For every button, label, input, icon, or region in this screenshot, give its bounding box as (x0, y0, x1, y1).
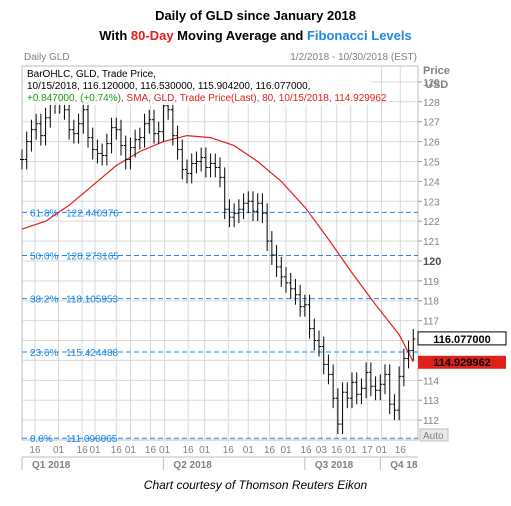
date-range-label: 1/2/2018 - 10/30/2018 (EST) (290, 52, 417, 63)
x-tick-label: 16 (331, 445, 343, 456)
fib-value-label: 115.424488 (66, 348, 119, 359)
info-box-background (24, 67, 372, 105)
fib-value-label: 111.090065 (66, 434, 118, 445)
subtitle-prefix: With (99, 28, 131, 43)
quarter-label: Q2 2018 (173, 460, 212, 471)
info-sma: , SMA, GLD, Trade Price(Last), 80, 10/15… (121, 93, 387, 104)
x-tick-label: 01 (243, 445, 255, 456)
fib-value-label: 118.105953 (66, 295, 119, 306)
subtitle-fibonacci: Fibonacci Levels (306, 28, 412, 43)
x-tick-label: 01 (90, 445, 102, 456)
fibonacci-levels: 61.8% 122.440376 50.0% 120.273165 38.2% 118.1… (22, 208, 418, 445)
x-tick-label: 16 (145, 445, 157, 456)
fib-value-label: 122.440376 (66, 208, 119, 219)
x-tick-label: 16 (77, 445, 89, 456)
quarter-label: Q3 2018 (315, 460, 354, 471)
currency-label: USD (425, 79, 448, 91)
y-tick-label: 125 (423, 157, 440, 168)
fib-percent-label: 0.0% (30, 434, 53, 445)
sma-line (21, 134, 414, 363)
x-tick-label: 01 (199, 445, 211, 456)
price-axis-title: Price (423, 65, 450, 77)
y-tick-label: 122 (423, 217, 440, 228)
sma-value: 114.929962 (433, 357, 491, 369)
sma-tag: 114.929962 (418, 355, 506, 369)
y-tick-label: 113 (423, 396, 439, 407)
x-tick-label: 16 (111, 445, 123, 456)
fib-percent-label: 61.8% (30, 208, 58, 219)
subtitle-moving-average: 80-Day (130, 28, 174, 43)
y-tick-label: 118 (423, 297, 439, 308)
y-tick-label: 117 (423, 317, 439, 328)
fib-percent-label: 50.0% (30, 252, 58, 263)
x-tick-label: 16 (223, 445, 235, 456)
y-tick-label: 112 (423, 416, 439, 427)
sma-layer (21, 134, 414, 363)
chart-subtitle: With 80-Day Moving Average and Fibonacci… (0, 28, 511, 43)
subtitle-middle: Moving Average and (173, 28, 307, 43)
x-tick-label: 01 (280, 445, 292, 456)
x-tick-label: 03 (316, 445, 328, 456)
auto-scale-button[interactable] (419, 428, 449, 442)
info-box: BarOHLC, GLD, Trade Price, 10/15/2018, 1… (24, 67, 387, 105)
sma-tag-background (418, 355, 506, 369)
info-line-1: BarOHLC, GLD, Trade Price, (27, 69, 156, 80)
fib-percent-label: 23.6% (30, 348, 58, 359)
y-tick-label: 114 (423, 376, 439, 387)
fib-percent-label: 38.2% (30, 295, 58, 306)
stock-chart[interactable]: 61.8% 122.440376 50.0% 120.273165 38.2% 118.1… (0, 46, 511, 474)
y-tick-label: 127 (423, 118, 440, 129)
x-tick-label: 16 (395, 445, 407, 456)
fib-value-label: 120.273165 (66, 252, 119, 263)
last-price-tag: 116.077000 (417, 331, 507, 346)
x-tick-label: 16 (183, 445, 195, 456)
last-price-value: 116.077000 (433, 334, 491, 346)
quarter-label: Q1 2018 (32, 460, 71, 471)
chart-title: Daily of GLD since January 2018 (155, 8, 356, 23)
x-tick-label: 01 (345, 445, 357, 456)
x-tick-label: 16 (300, 445, 312, 456)
ohlc-bars (20, 77, 416, 435)
y-tick-label: 124 (423, 177, 440, 188)
x-axis: 16 01 16 01 16 01 16 01 16 01 16 01 16 01 16 03 16 01 17 01… (21, 445, 418, 471)
x-tick-label: 01 (53, 445, 65, 456)
y-tick-label: 129 (423, 78, 440, 89)
quarter-label: Q4 18 (390, 460, 418, 471)
x-tick-label: 01 (159, 445, 171, 456)
y-tick-label: 119 (423, 277, 439, 288)
x-tick-label: 01 (125, 445, 137, 456)
y-tick-label: 126 (423, 138, 440, 149)
y-tick-label: 121 (423, 237, 440, 248)
last-price-tag-background (417, 331, 507, 346)
x-tick-label: 17 (362, 445, 374, 456)
info-line-3: +0.847000, (+0.74%), SMA, GLD, Trade Pri… (27, 93, 387, 104)
y-tick-label: 128 (423, 98, 440, 109)
x-tick-label: 01 (376, 445, 388, 456)
y-tick-label: 123 (423, 197, 440, 208)
x-tick-label: 16 (29, 445, 41, 456)
auto-scale-label: Auto (423, 431, 444, 442)
info-line-2: 10/15/2018, 116.120000, 116.530000, 115.… (27, 81, 310, 92)
x-tick-label: 16 (264, 445, 276, 456)
chart-label-left: Daily GLD (24, 52, 70, 63)
info-change: +0.847000, (+0.74%) (27, 93, 121, 104)
y-tick-label: 120 (423, 256, 441, 268)
chart-caption: Chart courtesy of Thomson Reuters Eikon (143, 478, 368, 492)
